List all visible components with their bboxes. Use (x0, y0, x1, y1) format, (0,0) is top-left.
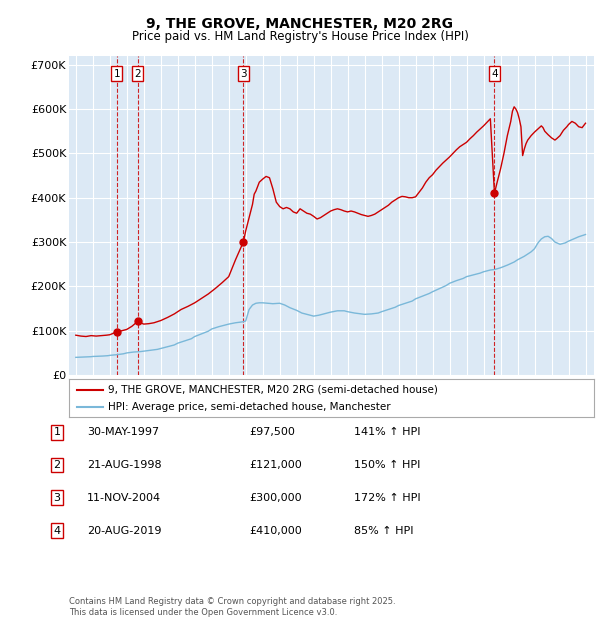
Text: 3: 3 (53, 493, 61, 503)
Text: 4: 4 (53, 526, 61, 536)
Text: 1: 1 (113, 69, 120, 79)
Text: 4: 4 (491, 69, 498, 79)
Text: 11-NOV-2004: 11-NOV-2004 (87, 493, 161, 503)
Text: 20-AUG-2019: 20-AUG-2019 (87, 526, 161, 536)
Text: 172% ↑ HPI: 172% ↑ HPI (354, 493, 421, 503)
Text: 21-AUG-1998: 21-AUG-1998 (87, 460, 161, 470)
Text: HPI: Average price, semi-detached house, Manchester: HPI: Average price, semi-detached house,… (109, 402, 391, 412)
Text: 3: 3 (240, 69, 247, 79)
Text: 2: 2 (134, 69, 141, 79)
Text: 30-MAY-1997: 30-MAY-1997 (87, 427, 159, 437)
Text: £97,500: £97,500 (249, 427, 295, 437)
Text: Price paid vs. HM Land Registry's House Price Index (HPI): Price paid vs. HM Land Registry's House … (131, 30, 469, 43)
Text: £300,000: £300,000 (249, 493, 302, 503)
Text: Contains HM Land Registry data © Crown copyright and database right 2025.
This d: Contains HM Land Registry data © Crown c… (69, 598, 395, 617)
Text: 1: 1 (53, 427, 61, 437)
Text: 9, THE GROVE, MANCHESTER, M20 2RG: 9, THE GROVE, MANCHESTER, M20 2RG (146, 17, 454, 32)
Text: £121,000: £121,000 (249, 460, 302, 470)
Text: 9, THE GROVE, MANCHESTER, M20 2RG (semi-detached house): 9, THE GROVE, MANCHESTER, M20 2RG (semi-… (109, 385, 438, 395)
Text: 2: 2 (53, 460, 61, 470)
Text: 141% ↑ HPI: 141% ↑ HPI (354, 427, 421, 437)
Text: £410,000: £410,000 (249, 526, 302, 536)
Text: 85% ↑ HPI: 85% ↑ HPI (354, 526, 413, 536)
Text: 150% ↑ HPI: 150% ↑ HPI (354, 460, 421, 470)
